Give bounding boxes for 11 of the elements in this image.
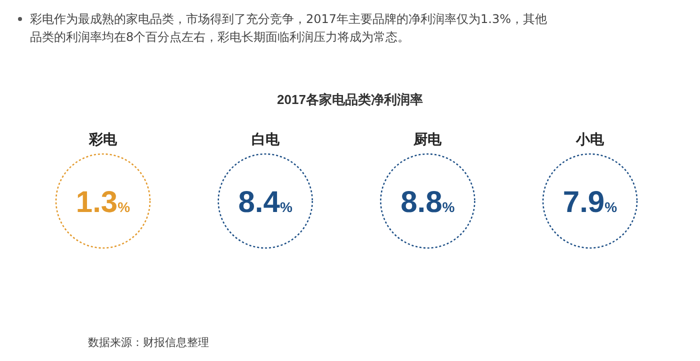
category-label: 厨电 bbox=[412, 131, 443, 147]
data-label: 8.4% bbox=[238, 186, 293, 219]
source-note: 数据来源：财报信息整理 bbox=[88, 336, 209, 349]
text: 2017各家电品类净利润率 bbox=[277, 92, 423, 107]
subtitle: 彩电作为最成熟的家电品类，市场得到了充分竞争，2017年主要品牌的净利润率仅为1.3%，其他品类的利润率均在8个百分点左右，彩电长期面临利润压力将成为常态。 bbox=[30, 11, 548, 46]
data-label: 7.9% bbox=[562, 186, 618, 219]
category-label: 彩电 bbox=[88, 131, 118, 147]
data-label: 1.3% bbox=[76, 186, 131, 219]
category-label: 小电 bbox=[575, 131, 605, 147]
category-label: 白电 bbox=[251, 131, 280, 147]
data-label: 8.8% bbox=[400, 186, 456, 219]
